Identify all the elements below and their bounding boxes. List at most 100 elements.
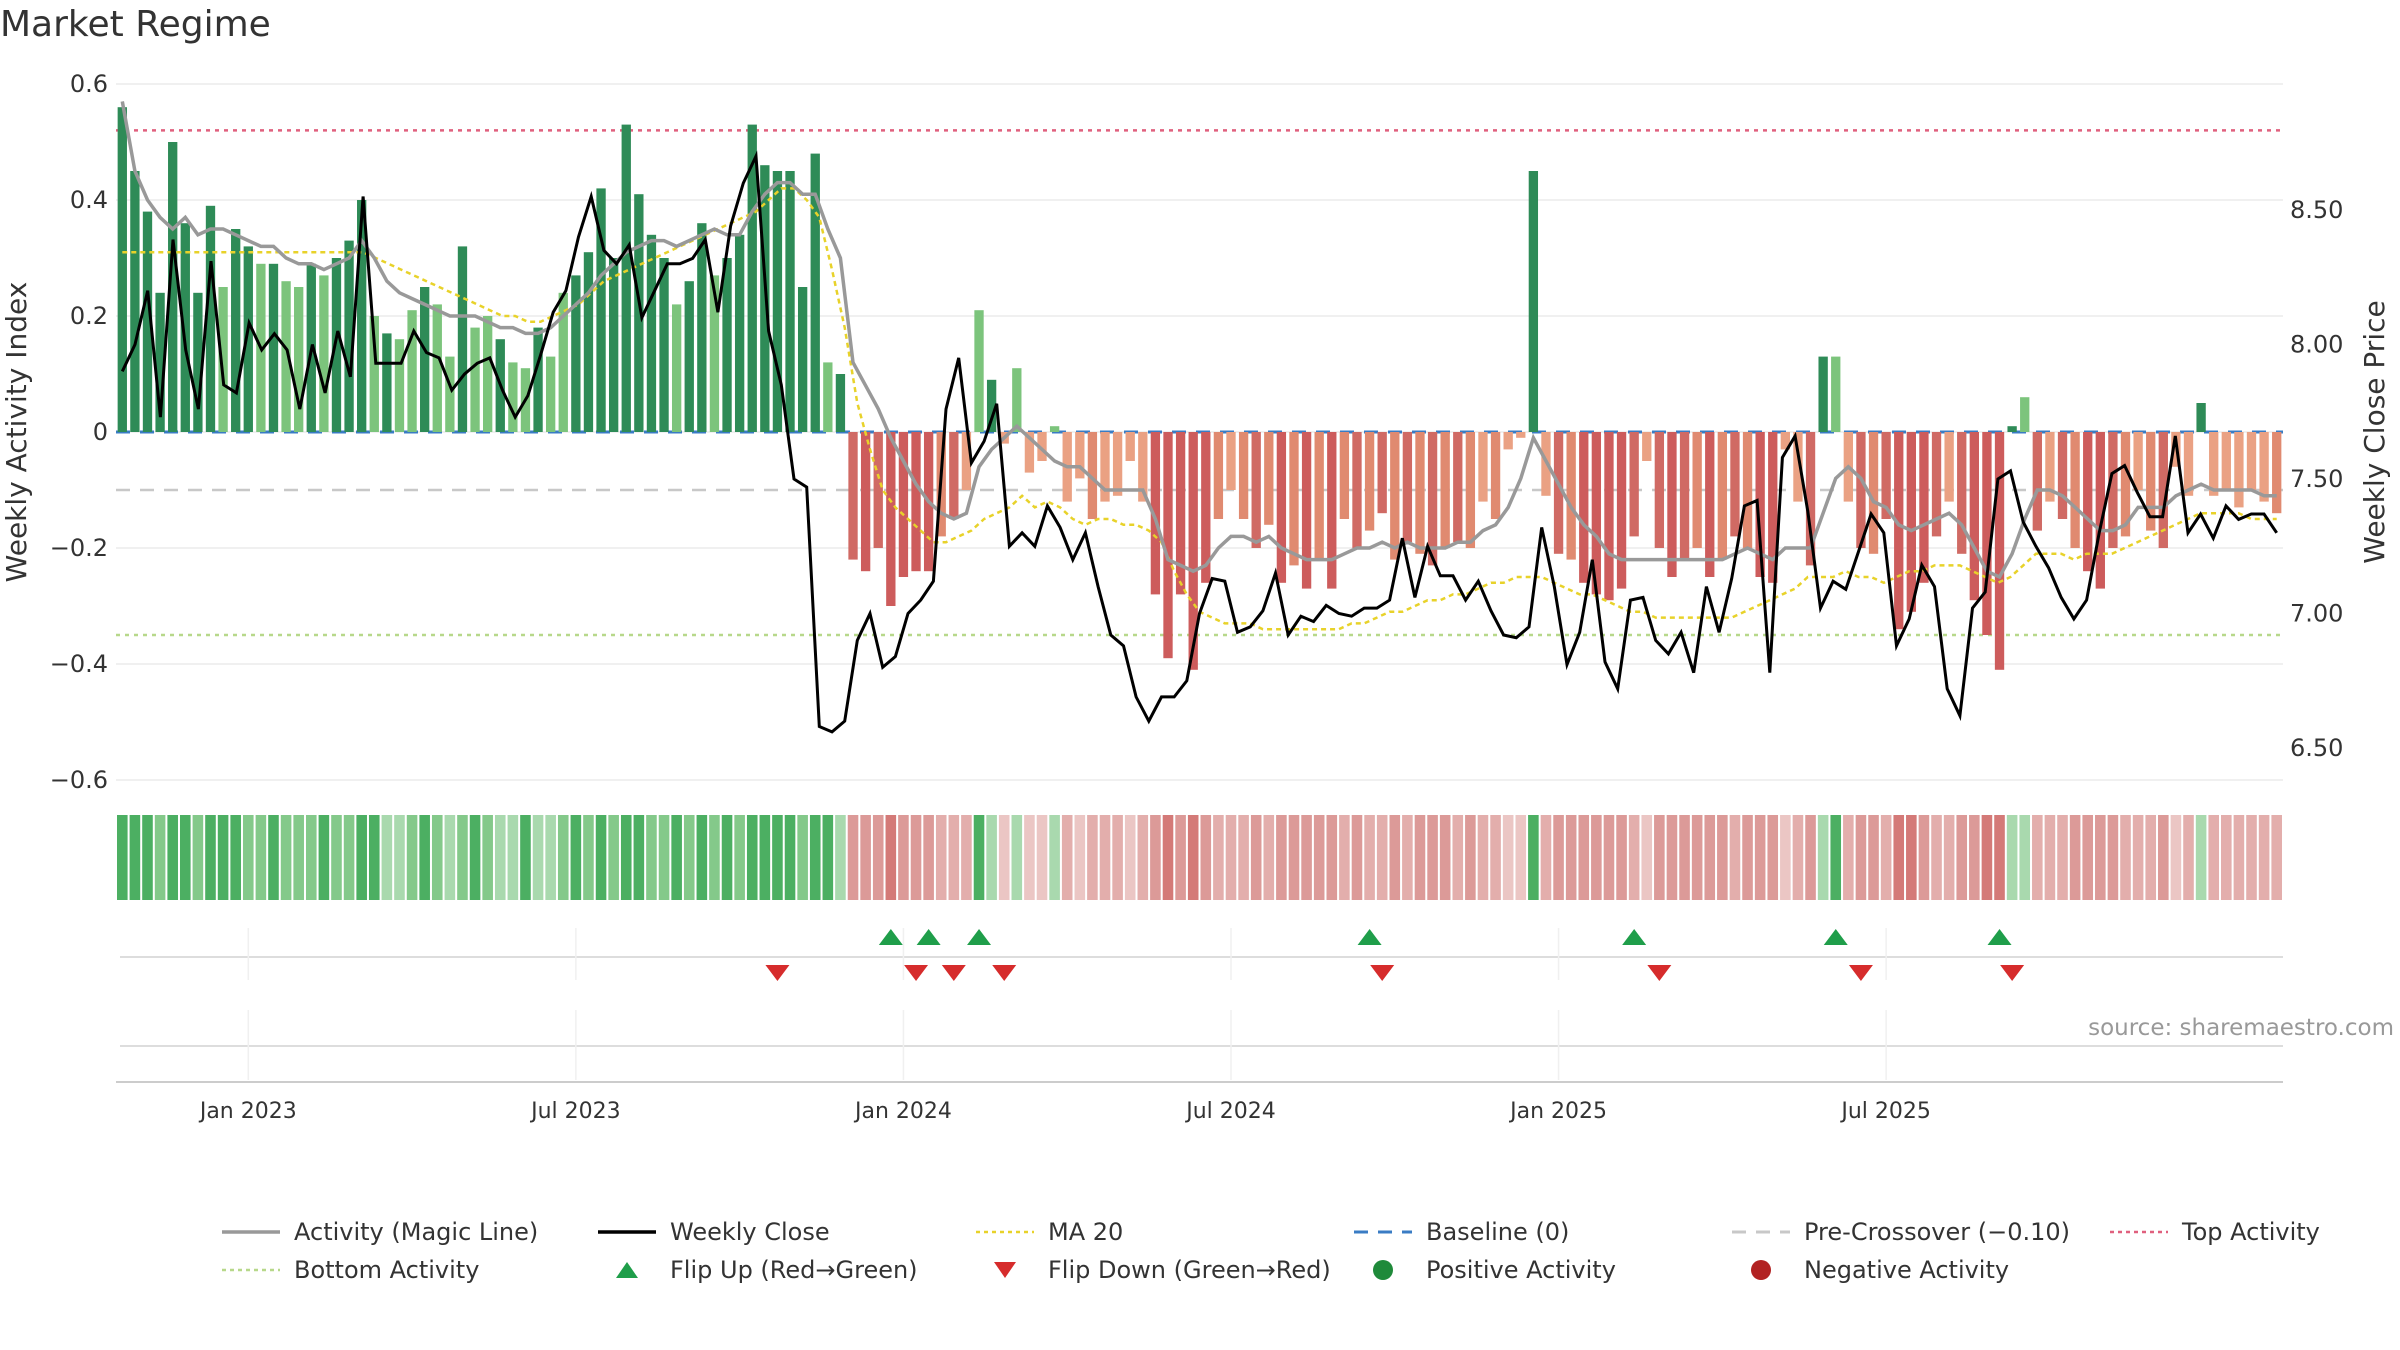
regime-cell [2158, 815, 2169, 900]
activity-bar [2183, 432, 2194, 496]
activity-bar [974, 310, 984, 432]
regime-cell [545, 815, 556, 900]
regime-cell [1150, 815, 1161, 900]
regime-cell [608, 815, 619, 900]
legend-label: Positive Activity [1426, 1256, 1616, 1284]
regime-cell [923, 815, 934, 900]
activity-bar [986, 379, 997, 432]
regime-cell [570, 815, 582, 900]
regime-cell [1465, 815, 1476, 900]
regime-cell [2107, 815, 2119, 900]
regime-cell [1087, 815, 1098, 900]
activity-bar [1226, 432, 1236, 490]
y2-tick-label: 7.50 [2290, 465, 2343, 493]
regime-cell [230, 815, 241, 900]
regime-cell [986, 815, 997, 900]
activity-bar [2083, 432, 2093, 572]
regime-cell [784, 815, 796, 900]
regime-cell [1654, 815, 1665, 900]
weekly-close-line [120, 150, 2278, 734]
activity-bar [1427, 432, 1438, 566]
regime-cell [2208, 815, 2219, 900]
activity-bar [470, 327, 480, 432]
regime-cell [583, 815, 594, 900]
regime-cell [1112, 815, 1123, 900]
regime-cell [2183, 815, 2194, 900]
y-tick-label: 0.6 [70, 70, 108, 98]
regime-cell [1843, 815, 1854, 900]
activity-bar [1503, 432, 1513, 450]
regime-cell [961, 815, 972, 900]
activity-bar [1012, 368, 1022, 432]
regime-cell [1502, 815, 1514, 900]
activity-bar [193, 292, 203, 432]
regime-cell [595, 815, 607, 900]
regime-cell [1276, 815, 1287, 900]
activity-bar [2045, 432, 2055, 502]
regime-cell [1805, 815, 1816, 900]
activity-bar [1037, 432, 1047, 461]
regime-cell [973, 815, 985, 900]
flip-up-marker [967, 929, 992, 945]
regime-cell [1376, 815, 1388, 900]
activity-bar [1629, 432, 1639, 537]
regime-cell [431, 815, 443, 900]
regime-cell [117, 815, 128, 900]
regime-cell [2120, 815, 2131, 900]
activity-bar [1919, 432, 1929, 583]
activity-bar [772, 171, 783, 432]
regime-cell [1603, 815, 1615, 900]
activity-bar [1755, 432, 1765, 577]
regime-cell [1402, 815, 1413, 900]
activity-bar [281, 281, 291, 432]
activity-bar [1049, 426, 1060, 432]
legend-swatch [1373, 1260, 1393, 1280]
regime-cell [1238, 815, 1249, 900]
regime-cell [1389, 815, 1401, 900]
legend-label: Bottom Activity [294, 1256, 479, 1284]
activity-bar [1453, 432, 1463, 543]
legend-label: Baseline (0) [1426, 1218, 1569, 1246]
flip-up-marker [1622, 929, 1647, 945]
regime-cell [1427, 815, 1438, 900]
regime-cell [646, 815, 657, 900]
regime-cell [1969, 815, 1980, 900]
activity-bar [634, 194, 644, 432]
activity-bar [1390, 432, 1400, 560]
activity-bar [1327, 432, 1337, 589]
regime-cell [2006, 815, 2018, 900]
activity-bar [2221, 432, 2231, 490]
activity-bar [1301, 432, 1312, 589]
regime-cell [1767, 815, 1779, 900]
activity-bar [155, 292, 165, 432]
regime-cell [2145, 815, 2157, 900]
activity-bar [1364, 432, 1375, 531]
regime-cell [948, 815, 960, 900]
legend-label: Activity (Magic Line) [294, 1218, 538, 1246]
regime-cell [1263, 815, 1275, 900]
regime-cell [620, 815, 632, 900]
regime-cell [1880, 815, 1892, 900]
regime-cell [935, 815, 947, 900]
regime-cell [1729, 815, 1741, 900]
activity-bar [1616, 432, 1627, 589]
regime-cell [1061, 815, 1073, 900]
regime-cell [2057, 815, 2068, 900]
regime-cell [1301, 815, 1312, 900]
regime-cell [1024, 815, 1035, 900]
regime-cell [1137, 815, 1149, 900]
regime-cell [721, 815, 733, 900]
activity-bar [2032, 432, 2042, 531]
activity-bar [2272, 432, 2282, 514]
regime-cell [192, 815, 204, 900]
y2-tick-label: 6.50 [2290, 734, 2343, 762]
regime-cell [469, 815, 481, 900]
regime-cell [406, 815, 418, 900]
regime-cell [1288, 815, 1300, 900]
regime-cell [1011, 815, 1023, 900]
regime-cell [1175, 815, 1186, 900]
activity-bar [1238, 432, 1249, 519]
activity-bar [205, 205, 216, 432]
activity-bar [1213, 432, 1224, 519]
activity-bar [1478, 432, 1488, 502]
